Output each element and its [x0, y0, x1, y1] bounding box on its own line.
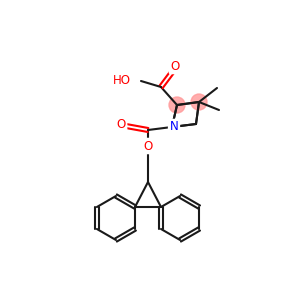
Text: O: O [116, 118, 126, 131]
Text: N: N [169, 121, 178, 134]
Text: HO: HO [113, 74, 131, 88]
Text: O: O [170, 59, 180, 73]
Circle shape [191, 94, 207, 110]
Circle shape [169, 97, 185, 113]
Text: O: O [143, 140, 153, 152]
